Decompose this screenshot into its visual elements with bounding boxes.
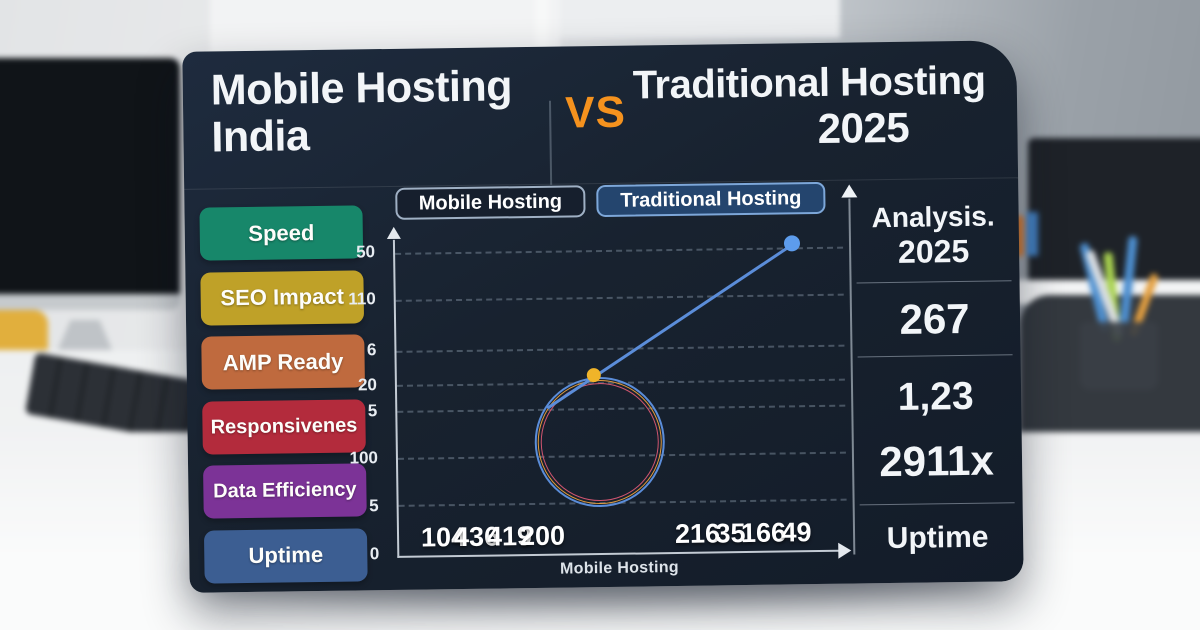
- background-monitor-left: [0, 58, 180, 310]
- stats-value-3: 2911x: [878, 436, 995, 485]
- title-left: Mobile Hosting India: [210, 62, 513, 162]
- y-tick-label: 50: [356, 241, 376, 262]
- plot-area: Mobile Hosting 104 436 419 200 216 35 166 49: [386, 226, 852, 578]
- bar-group: 216 35 166 49: [675, 234, 813, 552]
- stats-cell-2: 1,23 2911x: [857, 355, 1015, 506]
- y-axis-ticks: 50 110 6 20 5 100 5 0: [337, 240, 389, 563]
- stats-heading-line1: Analysis.: [871, 200, 995, 234]
- infographic-card: Mobile Hosting India VS Traditional Host…: [182, 40, 1024, 593]
- trend-mid-marker: [586, 368, 601, 383]
- pen-cup: [1080, 322, 1158, 390]
- y-tick-label: 110: [348, 289, 376, 309]
- stats-axis-line: [848, 198, 856, 555]
- bar-wrap: 49: [781, 517, 813, 551]
- bar-group: 104 436 419 200: [421, 238, 565, 556]
- bar-value-label: 200: [519, 520, 566, 552]
- bar-wrap: 200: [520, 521, 565, 555]
- pencil: [1026, 212, 1038, 256]
- bar-wrap: 216: [675, 518, 720, 552]
- stats-column: Analysis. 2025 267 1,23 2911x Uptime: [855, 186, 1015, 572]
- title-right-line2: 2025: [817, 103, 910, 152]
- x-axis-arrow-icon: [838, 542, 852, 559]
- legend-traditional-hosting[interactable]: Traditional Hosting: [596, 181, 826, 218]
- bar-value-label: 49: [781, 517, 812, 548]
- bar-value-label: 216: [674, 518, 721, 550]
- y-tick-label: 5: [367, 400, 378, 421]
- stats-value-1: 267: [856, 281, 1013, 358]
- vs-label: VS: [564, 87, 627, 138]
- stats-footer: Uptime: [886, 520, 989, 555]
- title-left-line2: India: [211, 112, 310, 162]
- y-tick-label: 5: [369, 496, 379, 516]
- title-right-line1: Traditional Hosting: [632, 58, 986, 108]
- background-monitor-right: [1028, 138, 1200, 288]
- wall-panel: [560, 0, 840, 38]
- stats-heading: Analysis. 2025: [855, 186, 1012, 284]
- y-tick-label: 0: [369, 543, 380, 564]
- legend-mobile-hosting[interactable]: Mobile Hosting: [395, 185, 586, 220]
- y-tick-label: 6: [366, 340, 377, 360]
- x-axis-label: Mobile Hosting: [559, 558, 680, 578]
- header-divider: [548, 100, 553, 185]
- y-axis-arrow-icon: [386, 226, 401, 240]
- bar-value-label: 166: [740, 517, 787, 549]
- y-tick-label: 100: [349, 448, 379, 468]
- title-left-line1: Mobile Hosting: [210, 62, 513, 115]
- stats-value-2: 1,23: [897, 374, 974, 419]
- y-tick-label: 20: [357, 375, 378, 395]
- bar-wrap: 166: [741, 517, 786, 551]
- title-right: Traditional Hosting 2025: [632, 58, 1001, 153]
- stats-heading-line2: 2025: [897, 232, 970, 270]
- header: Mobile Hosting India VS Traditional Host…: [182, 40, 1019, 190]
